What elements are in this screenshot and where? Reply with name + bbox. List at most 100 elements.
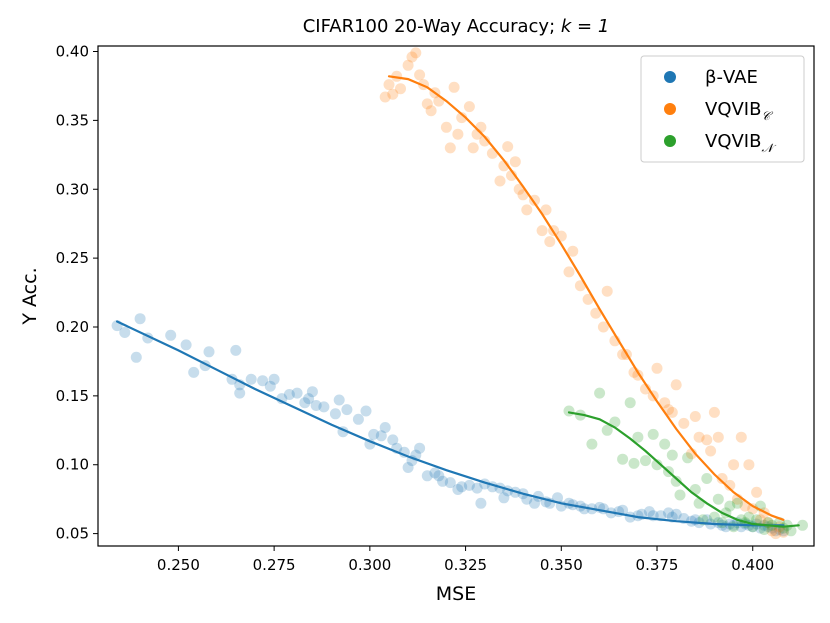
- data-point-series-0-17: [268, 373, 280, 385]
- y-tick-label: 0.30: [56, 180, 89, 198]
- data-point-series-1-22: [475, 121, 487, 133]
- data-point-series-1-72: [743, 459, 755, 471]
- data-point-series-1-11: [425, 105, 437, 117]
- data-point-series-0-109: [777, 525, 789, 537]
- data-point-series-2-43: [797, 519, 808, 531]
- data-point-series-1-41: [574, 280, 586, 292]
- data-point-series-2-22: [701, 473, 713, 484]
- data-point-series-2-16: [670, 475, 682, 487]
- x-axis-label: MSE: [436, 583, 476, 605]
- data-point-series-1-16: [448, 81, 460, 93]
- data-point-series-1-39: [563, 266, 575, 278]
- data-point-series-0-50: [463, 479, 475, 491]
- data-point-series-1-17: [452, 128, 464, 140]
- chart-title: CIFAR100 20-Way Accuracy; k = 1: [303, 16, 610, 37]
- data-point-series-1-44: [597, 321, 609, 333]
- data-point-series-2-5: [609, 416, 621, 428]
- data-point-series-0-22: [303, 393, 315, 405]
- data-point-series-1-63: [705, 445, 717, 457]
- data-point-series-1-60: [689, 411, 701, 422]
- data-point-series-0-14: [245, 373, 257, 385]
- data-point-series-1-73: [747, 503, 759, 515]
- legend-label-0: β-VAE: [705, 67, 758, 88]
- data-point-series-1-53: [651, 362, 663, 374]
- data-point-series-0-80: [643, 506, 655, 518]
- y-axis-label: Y Acc.: [19, 267, 41, 325]
- legend-label-main: VQVIB: [705, 131, 761, 152]
- data-point-series-2-15: [666, 449, 678, 461]
- data-point-series-2-8: [628, 457, 640, 469]
- data-point-series-0-23: [306, 386, 318, 398]
- y-axis: 0.05 0.10 0.15 0.20 0.25 0.30 0.35 0.40: [56, 43, 98, 543]
- data-point-series-2-4: [601, 424, 613, 436]
- data-point-series-0-35: [379, 422, 391, 433]
- data-point-series-1-70: [735, 431, 747, 443]
- data-point-series-1-62: [701, 434, 713, 446]
- data-point-series-1-7: [410, 47, 422, 59]
- data-point-series-0-39: [402, 462, 414, 473]
- data-point-series-0-27: [333, 394, 345, 406]
- data-point-series-1-64: [708, 406, 720, 418]
- x-axis: 0.250 0.275 0.300 0.325 0.350 0.375 0.400: [157, 546, 774, 574]
- data-point-series-1-18: [456, 112, 468, 124]
- data-point-series-2-10: [640, 455, 651, 467]
- y-tick-label: 0.35: [56, 111, 89, 129]
- legend-marker-1: [664, 103, 676, 115]
- data-point-series-0-43: [421, 470, 433, 482]
- data-point-series-1-65: [712, 431, 724, 443]
- data-point-series-2-13: [659, 438, 671, 450]
- data-point-series-1-19: [463, 101, 475, 113]
- points-layer: [111, 47, 808, 540]
- data-point-series-1-54: [659, 397, 671, 409]
- data-point-series-1-36: [544, 236, 556, 248]
- fit-line-series-0: [116, 320, 785, 527]
- data-point-series-2-3: [594, 387, 606, 399]
- x-tick-label: 0.250: [157, 556, 200, 574]
- data-point-series-0-6: [180, 339, 192, 351]
- data-point-series-1-15: [444, 142, 456, 154]
- legend-label-main: β-VAE: [705, 67, 758, 88]
- data-point-series-1-81: [777, 526, 789, 538]
- data-point-series-0-42: [414, 442, 426, 454]
- data-point-series-1-40: [567, 245, 579, 257]
- data-point-series-0-33: [368, 428, 380, 440]
- data-point-series-0-3: [134, 313, 146, 325]
- data-point-series-2-34: [751, 514, 763, 526]
- data-point-series-0-29: [341, 404, 353, 416]
- data-point-series-1-8: [414, 69, 426, 81]
- data-point-series-0-51: [471, 482, 483, 494]
- data-point-series-2-23: [708, 511, 720, 523]
- data-point-series-1-66: [716, 473, 728, 484]
- data-point-series-1-6: [406, 51, 418, 63]
- legend-box: [640, 55, 805, 163]
- fit-line-series-1: [387, 75, 785, 521]
- y-tick-label: 0.10: [56, 456, 89, 474]
- data-point-series-1-75: [754, 514, 766, 526]
- data-point-series-0-87: [686, 515, 697, 527]
- legend-marker-0: [664, 71, 676, 83]
- data-point-series-0-5: [165, 329, 177, 341]
- x-tick-label: 0.375: [636, 556, 679, 574]
- data-point-series-0-45: [433, 470, 445, 482]
- data-point-series-1-56: [666, 406, 678, 418]
- data-point-series-1-35: [540, 204, 552, 216]
- data-point-series-0-105: [762, 521, 774, 533]
- data-point-series-1-3: [391, 70, 403, 82]
- data-point-series-2-6: [617, 453, 629, 465]
- data-point-series-1-29: [509, 156, 521, 168]
- x-tick-label: 0.350: [540, 556, 583, 574]
- data-point-series-2-17: [674, 489, 686, 501]
- y-tick-label: 0.15: [56, 387, 89, 405]
- data-point-series-0-30: [352, 413, 364, 425]
- data-point-series-2-18: [682, 452, 694, 464]
- data-point-series-1-79: [770, 528, 782, 540]
- data-point-series-1-61: [693, 431, 705, 443]
- data-point-series-0-83: [663, 507, 674, 519]
- data-point-series-1-34: [536, 225, 548, 237]
- data-point-series-0-46: [437, 475, 449, 487]
- data-point-series-0-52: [475, 497, 487, 509]
- x-tick-label: 0.325: [444, 556, 487, 574]
- data-point-series-1-4: [395, 83, 406, 95]
- data-point-series-0-21: [299, 397, 311, 409]
